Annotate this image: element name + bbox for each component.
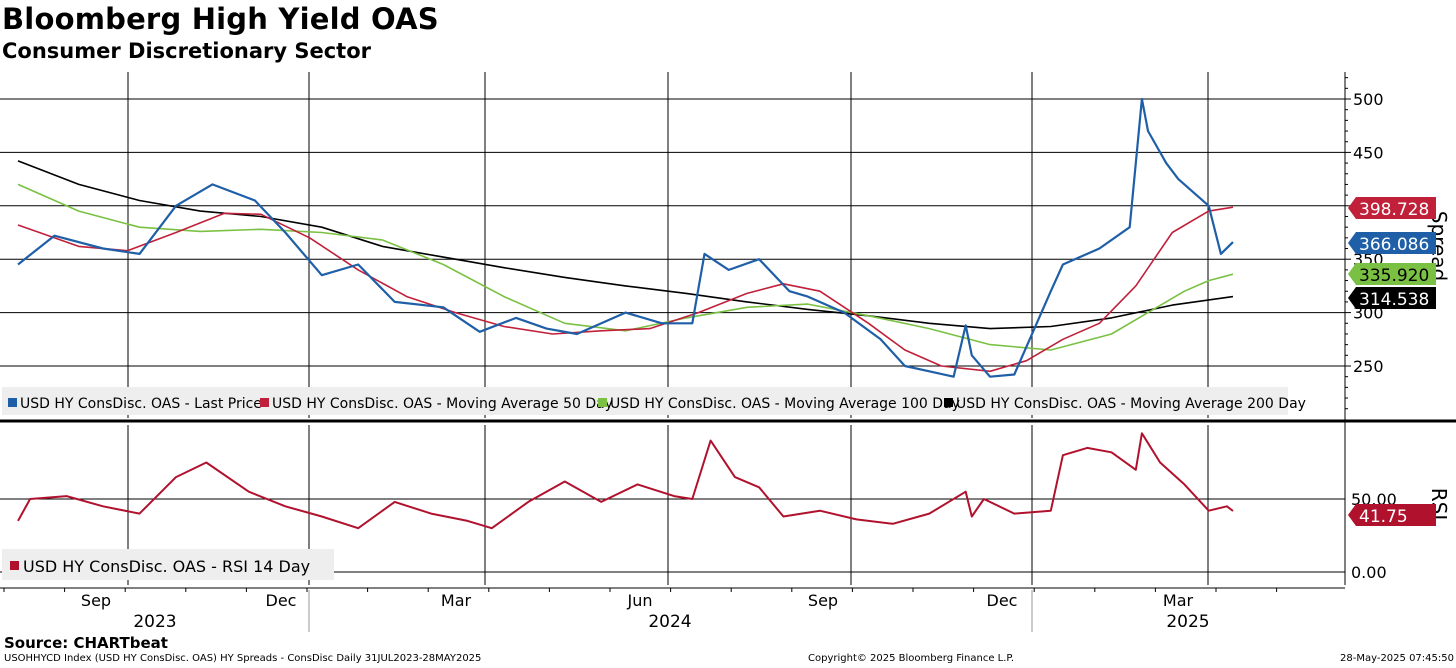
legend-swatch	[260, 398, 269, 407]
top-ytick-label: 250	[1353, 357, 1384, 376]
value-tag-last-price-bg	[1348, 232, 1436, 254]
x-month-label: Mar	[1163, 591, 1194, 610]
bottom-ytick-label: 0.00	[1351, 563, 1387, 582]
value-tag-ma200-bg	[1348, 287, 1436, 309]
series-line-ma50	[17, 206, 1234, 373]
value-tag-ma100-bg	[1348, 263, 1436, 285]
legend-entry: USD HY ConsDisc. OAS - Moving Average 20…	[956, 396, 1306, 412]
x-month-label: Sep	[81, 591, 111, 610]
x-month-label: Dec	[266, 591, 297, 610]
index-description: USOHHYCD Index (USD HY ConsDisc. OAS) HY…	[4, 653, 482, 664]
value-tag-rsi-bg	[1348, 504, 1436, 526]
legend-entry: USD HY ConsDisc. OAS - Moving Average 50…	[272, 396, 613, 412]
value-tag-last-price: 366.086	[1348, 232, 1436, 255]
value-tag-ma100: 335.920	[1348, 263, 1436, 286]
x-year-label: 2025	[1166, 612, 1209, 632]
series-line-rsi	[17, 432, 1234, 530]
value-tag-ma200-text: 314.538	[1359, 290, 1429, 310]
value-tag-rsi: 41.75	[1348, 504, 1436, 527]
x-year-label: 2024	[648, 612, 691, 632]
x-month-label: Dec	[987, 591, 1018, 610]
top-legend-box	[2, 387, 1288, 415]
bottom-legend-box	[2, 549, 334, 580]
legend-entry: USD HY ConsDisc. OAS - Moving Average 10…	[610, 396, 960, 412]
chart-title: Bloomberg High Yield OAS	[2, 2, 439, 36]
x-year-label: 2023	[133, 612, 176, 632]
value-tag-rsi-text: 41.75	[1359, 507, 1408, 527]
legend-entry: USD HY ConsDisc. OAS - Last Price	[20, 396, 262, 412]
copyright-text: Copyright© 2025 Bloomberg Finance L.P.	[808, 653, 1015, 664]
value-tag-ma100-text: 335.920	[1359, 266, 1429, 286]
chart-subtitle: Consumer Discretionary Sector	[2, 39, 371, 63]
value-tag-ma50-text: 398.728	[1359, 200, 1429, 220]
legend-swatch	[10, 561, 19, 570]
legend-swatch	[8, 398, 17, 407]
value-tag-last-price-text: 366.086	[1359, 235, 1429, 255]
x-month-label: Jun	[627, 591, 653, 610]
series-line-ma100	[17, 183, 1234, 351]
x-month-label: Sep	[808, 591, 838, 610]
value-tag-ma50: 398.728	[1348, 197, 1436, 220]
series-line-last-price	[17, 97, 1234, 378]
top-ytick-label: 500	[1353, 90, 1384, 109]
source-label: Source: CHARTbeat	[4, 634, 168, 652]
series-line-ma200	[17, 160, 1234, 330]
legend-swatch	[598, 398, 607, 407]
value-tag-ma50-bg	[1348, 197, 1436, 219]
timestamp-text: 28-May-2025 07:45:50	[1340, 653, 1454, 664]
x-month-label: Mar	[441, 591, 472, 610]
legend-entry: USD HY ConsDisc. OAS - RSI 14 Day	[23, 557, 310, 576]
top-ytick-label: 450	[1353, 143, 1384, 162]
value-tag-ma200: 314.538	[1348, 287, 1436, 310]
legend-swatch	[944, 398, 953, 407]
